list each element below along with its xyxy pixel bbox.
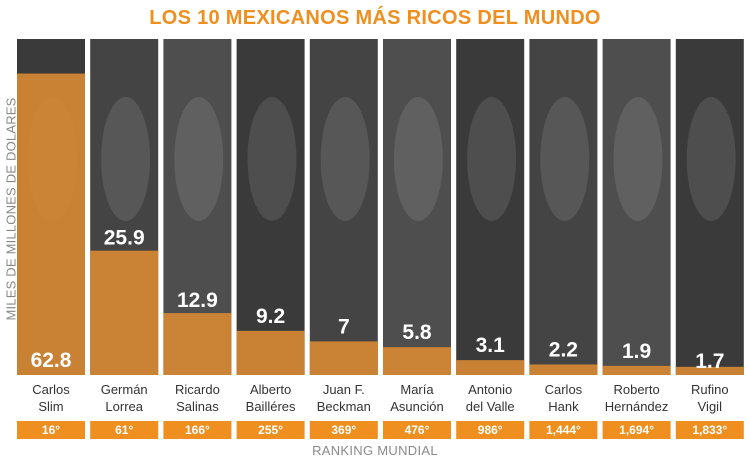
category-label-line2: Vigil: [698, 399, 722, 414]
category-label-line1: Antonio: [468, 382, 512, 397]
ranking-box: [529, 421, 598, 439]
ranking-box: [90, 421, 159, 439]
category-label-line1: Rufino: [691, 382, 729, 397]
ranking-label: 369°: [331, 423, 356, 437]
category-label-line1: Carlos: [545, 382, 583, 397]
ranking-box: [675, 421, 744, 439]
data-label: 7: [338, 315, 350, 338]
category-label-line2: Beckman: [317, 399, 371, 414]
ranking-box: [383, 421, 451, 439]
bar: [90, 250, 159, 375]
chart-title: LOS 10 MEXICANOS MÁS RICOS DEL MUNDO: [149, 7, 601, 29]
portrait-silhouette: [320, 97, 370, 221]
portrait-silhouette: [174, 97, 224, 221]
ranking-box: [456, 421, 525, 439]
category-label-line2: Asunción: [390, 399, 443, 414]
bar: [456, 360, 525, 375]
category-label-line2: Salinas: [176, 399, 219, 414]
data-label: 1.7: [695, 350, 724, 373]
bar-chart: 62.8 Carlos Slim 16° 25.9 Germán Lorrea 61° 12.9…: [17, 39, 744, 439]
ranking-box: [236, 421, 305, 439]
ranking-label: 16°: [42, 423, 60, 437]
category-label-line1: Alberto: [250, 382, 291, 397]
portrait-silhouette: [613, 97, 663, 221]
bar: [383, 347, 451, 375]
ranking-box: [17, 421, 85, 439]
photo-column: [675, 39, 744, 375]
photo-column: [456, 39, 525, 375]
bar: [602, 365, 671, 375]
ranking-label: 1,694°: [619, 423, 654, 437]
category-label-line1: Germán: [101, 382, 148, 397]
ranking-label: 1,833°: [692, 423, 727, 437]
data-label: 3.1: [476, 334, 506, 357]
category-label-line2: Slim: [38, 399, 63, 414]
ranking-label: 166°: [185, 423, 210, 437]
category-label-line1: Carlos: [32, 382, 70, 397]
data-label: 9.2: [256, 305, 285, 328]
x-axis-label: RANKING MUNDIAL: [312, 443, 438, 458]
ranking-box: [602, 421, 671, 439]
data-label: 2.2: [549, 338, 578, 361]
photo-column: [236, 39, 305, 375]
ranking-label: 255°: [258, 423, 283, 437]
category-label-line2: del Valle: [466, 399, 515, 414]
bar: [309, 341, 378, 375]
data-label: 1.9: [622, 340, 651, 363]
portrait-silhouette: [393, 97, 443, 221]
bar: [529, 364, 598, 375]
category-label-line2: Lorrea: [105, 399, 143, 414]
photo-column: [602, 39, 671, 375]
data-label: 12.9: [177, 289, 218, 312]
bar: [236, 330, 305, 375]
photo-column: [383, 39, 451, 375]
photo-column: [309, 39, 378, 375]
category-label-line2: Hernández: [605, 399, 669, 414]
portrait-silhouette: [467, 97, 517, 221]
ranking-label: 476°: [405, 423, 430, 437]
data-label: 62.8: [31, 349, 72, 372]
bar: [675, 366, 744, 375]
ranking-box: [163, 421, 232, 439]
portrait-silhouette: [686, 97, 736, 221]
category-label-line2: Hank: [548, 399, 579, 414]
ranking-label: 61°: [115, 423, 133, 437]
portrait-silhouette: [101, 97, 151, 221]
ranking-box: [309, 421, 378, 439]
bar: [17, 73, 85, 375]
category-label-line1: Ricardo: [175, 382, 220, 397]
category-label-line1: Juan F.: [323, 382, 365, 397]
ranking-label: 986°: [478, 423, 503, 437]
category-label-line1: María: [400, 382, 434, 397]
portrait-silhouette: [540, 97, 590, 221]
category-label-line2: Bailléres: [246, 399, 296, 414]
bar: [163, 313, 232, 375]
data-label: 25.9: [104, 227, 145, 250]
photo-column: [529, 39, 598, 375]
portrait-silhouette: [247, 97, 297, 221]
category-label-line1: Roberto: [613, 382, 659, 397]
ranking-label: 1,444°: [546, 423, 581, 437]
data-label: 5.8: [402, 321, 432, 344]
